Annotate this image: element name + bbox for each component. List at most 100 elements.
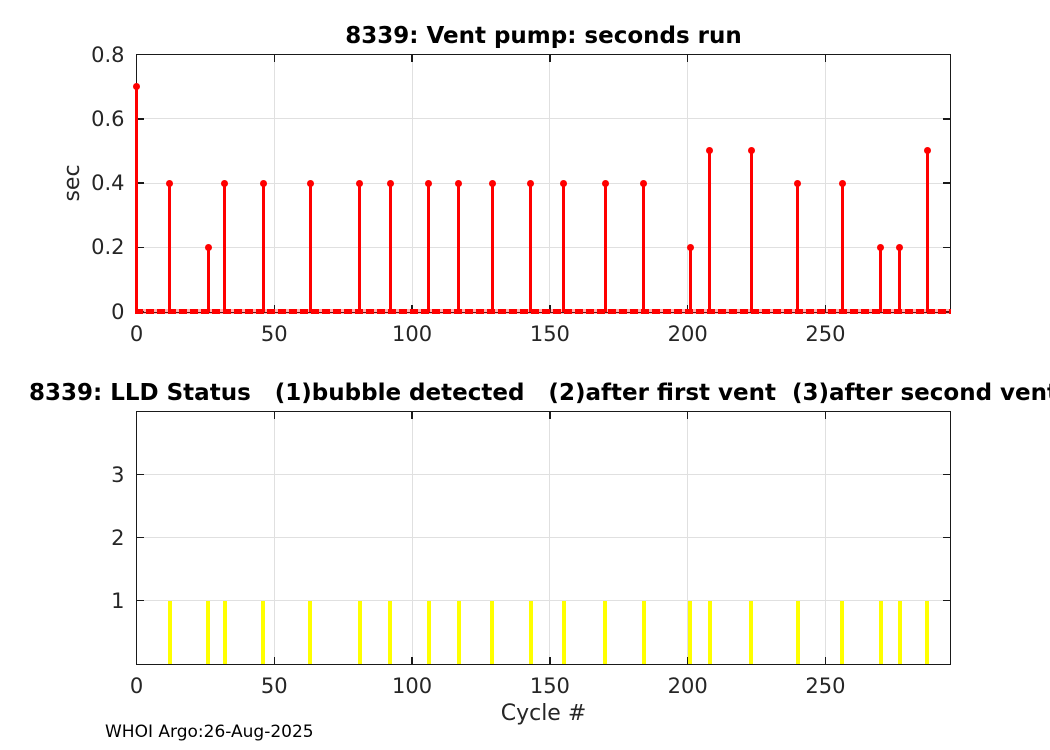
- footer-annotation: WHOI Argo:26-Aug-2025: [105, 722, 314, 742]
- gridline-horizontal: [136, 182, 950, 184]
- x-tick-label: 250: [805, 321, 846, 346]
- y-tick-label: 1: [111, 588, 125, 613]
- stem: [749, 150, 753, 312]
- status-bar: [528, 600, 533, 664]
- status-bar: [603, 600, 607, 664]
- y-tick-label: 0.4: [91, 171, 125, 195]
- status-bar: [561, 600, 566, 664]
- stem: [223, 183, 227, 312]
- stem-marker: [386, 179, 394, 187]
- stem-marker: [747, 147, 755, 155]
- x-tick-mark-bottom: [273, 656, 276, 664]
- stem: [206, 247, 210, 312]
- y-tick-label: 0.2: [91, 235, 125, 260]
- x-tick-label: 150: [529, 673, 570, 698]
- bottom-chart-title: 8339: LLD Status (1)bubble detected (2)a…: [28, 380, 1050, 406]
- x-tick-label: 100: [392, 321, 433, 346]
- stem-marker: [204, 243, 212, 251]
- y-tick-mark-left: [136, 246, 144, 248]
- x-tick-label: 100: [392, 673, 433, 698]
- x-tick-mark-top: [135, 54, 138, 62]
- stem-marker: [686, 243, 694, 251]
- x-tick-mark-bottom: [549, 304, 551, 312]
- stem-marker: [923, 147, 931, 155]
- status-bar: [840, 600, 845, 664]
- stem: [898, 247, 902, 312]
- stem: [427, 183, 431, 312]
- stem-marker: [560, 179, 568, 187]
- x-tick-mark-bottom: [411, 304, 413, 312]
- y-tick-mark-left: [136, 473, 144, 476]
- stem: [261, 183, 265, 312]
- x-tick-label: 250: [805, 673, 846, 698]
- status-bar: [261, 600, 266, 664]
- y-tick-label: 3: [111, 462, 125, 487]
- x-tick-label: 150: [529, 321, 570, 346]
- status-bar: [707, 600, 712, 664]
- x-tick-mark-bottom: [686, 304, 689, 312]
- x-tick-mark-bottom: [135, 656, 138, 664]
- x-tick-label: 0: [129, 321, 144, 346]
- stem: [135, 86, 138, 312]
- y-tick-label: 0.8: [91, 42, 125, 67]
- y-tick-label: 0.6: [91, 106, 125, 131]
- stem: [168, 183, 172, 312]
- status-bar: [749, 600, 754, 664]
- stem-marker: [221, 179, 229, 187]
- lld-status-plot: 0 50 100 150 200 250 1 2 3: [111, 410, 951, 698]
- y-tick-mark-left: [136, 536, 144, 539]
- gridline-horizontal: [136, 474, 950, 475]
- stem-marker: [527, 179, 535, 187]
- y-tick-mark-right: [942, 53, 950, 56]
- stem: [925, 150, 929, 312]
- x-tick-mark-top: [686, 54, 689, 62]
- y-tick-mark-left: [136, 182, 144, 184]
- stem-marker: [356, 179, 364, 187]
- y-tick-mark-right: [942, 536, 950, 539]
- x-tick-label: 0: [129, 673, 144, 698]
- status-bar: [426, 600, 431, 664]
- y-tick-label: 0: [111, 299, 125, 324]
- stem: [529, 183, 533, 312]
- x-tick-mark-top: [686, 411, 689, 419]
- stem-marker: [488, 179, 496, 187]
- x-tick-label: 50: [260, 673, 288, 698]
- stem-marker: [640, 179, 648, 187]
- x-tick-mark-bottom: [824, 656, 827, 664]
- stem-marker: [838, 179, 846, 187]
- status-bar: [308, 600, 313, 664]
- y-tick-mark-right: [942, 118, 950, 120]
- stem-marker: [877, 243, 885, 251]
- y-tick-mark-left: [136, 118, 144, 120]
- stem: [308, 183, 312, 312]
- x-tick-mark-top: [824, 411, 827, 419]
- stem-marker: [794, 179, 802, 187]
- stem: [603, 183, 607, 312]
- x-tick-label: 50: [260, 321, 288, 346]
- gridline-horizontal: [136, 537, 950, 538]
- stem: [840, 183, 844, 312]
- stem-marker: [601, 179, 609, 187]
- status-bar: [641, 600, 646, 664]
- stem: [562, 183, 566, 312]
- x-tick-mark-bottom: [549, 656, 551, 664]
- x-tick-label: 200: [667, 673, 708, 698]
- status-bar: [897, 600, 902, 664]
- y-tick-label: 2: [111, 525, 125, 550]
- stem-marker: [896, 243, 904, 251]
- y-tick-mark-right: [942, 182, 950, 184]
- gridline-horizontal: [136, 118, 950, 120]
- x-tick-mark-bottom: [411, 656, 413, 664]
- status-bar: [688, 600, 693, 664]
- stem: [457, 183, 461, 312]
- x-tick-mark-bottom: [824, 304, 827, 312]
- stem-baseline: [135, 309, 951, 314]
- stem-marker: [133, 83, 140, 91]
- x-tick-mark-top: [135, 411, 138, 419]
- stem: [388, 183, 392, 312]
- x-tick-mark-top: [273, 54, 276, 62]
- status-bar: [490, 600, 494, 664]
- y-tick-mark-right: [942, 246, 950, 248]
- status-bar: [925, 600, 930, 664]
